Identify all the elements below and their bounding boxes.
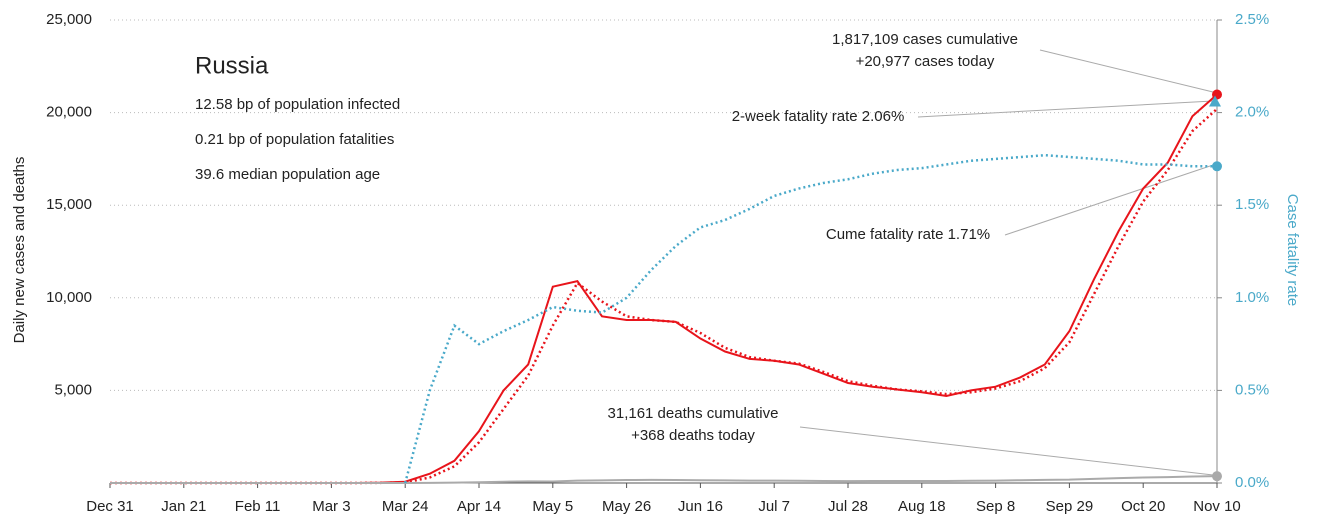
x-tick-label: Dec 31 (86, 498, 134, 515)
two-week-marker (1209, 95, 1221, 107)
x-tick-label: Mar 24 (382, 498, 429, 515)
x-tick-label: Aug 18 (898, 498, 946, 515)
end-marker (1212, 89, 1222, 100)
x-tick-label: Nov 10 (1193, 498, 1241, 515)
x-tick-label: Oct 20 (1121, 498, 1165, 515)
y2-tick-label: 0.5% (1235, 381, 1269, 398)
panel-line: 12.58 bp of population infected (195, 96, 400, 113)
y2-tick-label: 2.5% (1235, 11, 1269, 28)
x-tick-label: May 5 (532, 498, 573, 515)
series-line (403, 153, 1217, 484)
end-marker (1212, 471, 1222, 482)
x-tick-label: Apr 14 (457, 498, 501, 515)
y-tick-label: 20,000 (46, 104, 92, 121)
y2-tick-label: 0.0% (1235, 474, 1269, 491)
annotation: 2-week fatality rate 2.06% (732, 108, 905, 125)
y2-tick-label: 1.0% (1235, 289, 1269, 306)
y-tick-label: 15,000 (46, 196, 92, 213)
x-tick-label: Jul 28 (828, 498, 868, 515)
y2-tick-label: 1.5% (1235, 196, 1269, 213)
y-tick-label: 5,000 (54, 381, 92, 398)
y-tick-label: 25,000 (46, 11, 92, 28)
series-line (110, 93, 1218, 484)
series-line (110, 107, 1218, 485)
x-tick-label: Sep 29 (1046, 498, 1094, 515)
y-tick-label: 10,000 (46, 289, 92, 306)
annotation: 1,817,109 cases cumulative (832, 31, 1018, 48)
annotation: +368 deaths today (631, 427, 755, 444)
x-tick-label: May 26 (602, 498, 651, 515)
end-marker (1212, 161, 1222, 172)
x-tick-label: Jan 21 (161, 498, 206, 515)
y2-axis-label: Case fatality rate (1284, 194, 1301, 307)
x-tick-label: Jul 7 (758, 498, 790, 515)
y2-tick-label: 2.0% (1235, 104, 1269, 121)
annotation: +20,977 cases today (856, 53, 995, 70)
panel-line: 0.21 bp of population fatalities (195, 131, 394, 148)
series-line (110, 475, 1218, 484)
leaders (799, 49, 1214, 476)
annotation: Cume fatality rate 1.71% (826, 226, 990, 243)
x-tick-label: Jun 16 (678, 498, 723, 515)
x-tick-label: Sep 8 (976, 498, 1015, 515)
panel-line: 39.6 median population age (195, 166, 380, 183)
x-tick-label: Mar 3 (312, 498, 350, 515)
y-axis-label: Daily new cases and deaths (11, 157, 28, 344)
annotation: 31,161 deaths cumulative (608, 405, 779, 422)
panel-title: Russia (195, 52, 269, 79)
x-tick-label: Feb 11 (235, 498, 281, 515)
